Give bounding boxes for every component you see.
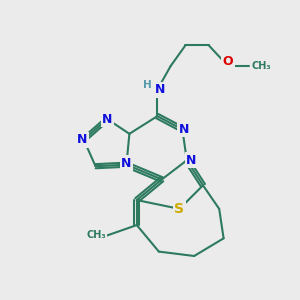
Text: S: S — [174, 202, 184, 216]
Text: N: N — [155, 83, 166, 96]
Text: N: N — [77, 133, 88, 146]
Text: N: N — [102, 112, 112, 126]
Text: O: O — [223, 55, 233, 68]
Text: CH₃: CH₃ — [86, 230, 106, 240]
Text: N: N — [186, 154, 196, 167]
Text: N: N — [179, 123, 189, 136]
Text: H: H — [143, 80, 152, 90]
Text: N: N — [121, 157, 132, 170]
Text: CH₃: CH₃ — [252, 61, 271, 71]
